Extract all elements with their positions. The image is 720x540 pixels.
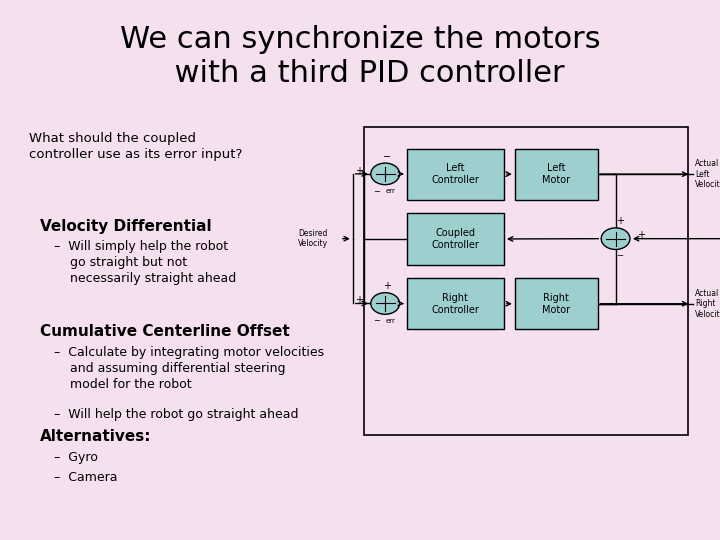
Text: −: − xyxy=(373,187,380,195)
FancyBboxPatch shape xyxy=(407,278,504,329)
FancyBboxPatch shape xyxy=(515,278,598,329)
Text: err: err xyxy=(386,318,396,323)
Text: −: − xyxy=(373,316,380,325)
Text: What should the coupled
controller use as its error input?: What should the coupled controller use a… xyxy=(29,132,242,161)
Text: −: − xyxy=(382,152,391,161)
Text: Coupled
Controller: Coupled Controller xyxy=(431,228,480,249)
Circle shape xyxy=(371,293,400,314)
Text: Desired
Velocity: Desired Velocity xyxy=(298,229,328,248)
Text: Actual
Left
Velocity: Actual Left Velocity xyxy=(695,159,720,189)
FancyBboxPatch shape xyxy=(515,148,598,200)
Text: –  Will simply help the robot
    go straight but not
    necessarily straight a: – Will simply help the robot go straight… xyxy=(54,240,236,285)
Circle shape xyxy=(601,228,630,249)
Text: Actual
Right
Velocity: Actual Right Velocity xyxy=(695,289,720,319)
FancyBboxPatch shape xyxy=(407,148,504,200)
FancyBboxPatch shape xyxy=(407,213,504,265)
Text: +: + xyxy=(382,281,391,291)
Text: err: err xyxy=(386,188,396,194)
Text: Left
Controller: Left Controller xyxy=(431,163,480,185)
Text: +: + xyxy=(355,295,364,305)
Text: Alternatives:: Alternatives: xyxy=(40,429,151,444)
Text: Cumulative Centerline Offset: Cumulative Centerline Offset xyxy=(40,324,289,339)
Circle shape xyxy=(371,163,400,185)
Text: –  Will help the robot go straight ahead: – Will help the robot go straight ahead xyxy=(54,408,299,421)
Text: –  Camera: – Camera xyxy=(54,471,117,484)
Text: +: + xyxy=(355,166,364,176)
Text: −: − xyxy=(616,252,624,260)
Bar xyxy=(364,127,688,435)
Text: +: + xyxy=(616,217,624,226)
Text: –  Gyro: – Gyro xyxy=(54,451,98,464)
Text: Right
Controller: Right Controller xyxy=(431,293,480,314)
Text: Right
Motor: Right Motor xyxy=(542,293,570,314)
Text: +: + xyxy=(637,231,646,240)
Text: We can synchronize the motors
  with a third PID controller: We can synchronize the motors with a thi… xyxy=(120,25,600,88)
Text: Velocity Differential: Velocity Differential xyxy=(40,219,211,234)
Text: Left
Motor: Left Motor xyxy=(542,163,570,185)
Text: –  Calculate by integrating motor velocities
    and assuming differential steer: – Calculate by integrating motor velocit… xyxy=(54,346,324,390)
